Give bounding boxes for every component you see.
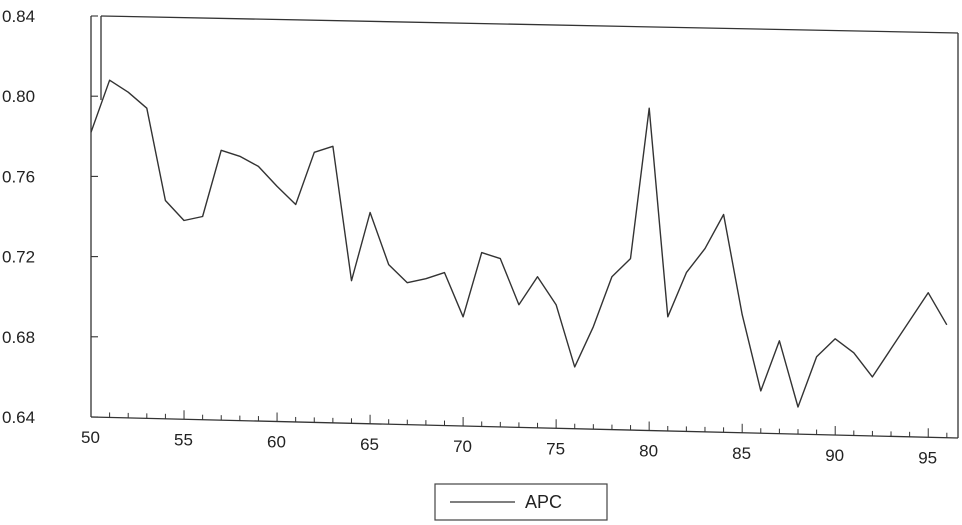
y-tick-label: 0.84 xyxy=(2,7,35,26)
y-axis: 0.64 0.68 0.72 0.76 0.80 0.84 xyxy=(2,7,98,427)
x-tick-label: 85 xyxy=(732,444,751,463)
x-tick-label: 65 xyxy=(360,435,379,454)
x-tick-label: 50 xyxy=(81,428,100,447)
x-tick-label: 55 xyxy=(174,430,193,449)
x-tick-label: 80 xyxy=(639,442,658,461)
y-tick-label: 0.76 xyxy=(2,167,35,186)
x-axis: 50 55 60 65 70 75 80 85 90 95 xyxy=(81,408,948,467)
x-tick-label: 70 xyxy=(453,437,472,456)
y-tick-label: 0.68 xyxy=(2,328,35,347)
x-tick-label: 60 xyxy=(267,433,286,452)
y-tick-label: 0.64 xyxy=(2,408,35,427)
x-tick-label: 90 xyxy=(825,446,844,465)
series-layer xyxy=(90,79,948,408)
y-tick-label: 0.80 xyxy=(2,87,35,106)
x-axis-line xyxy=(90,416,959,439)
x-tick-label: 95 xyxy=(918,448,937,467)
plot-frame xyxy=(90,15,959,439)
x-tick-label: 75 xyxy=(546,439,565,458)
legend-label-apc: APC xyxy=(525,492,562,512)
series-line-apc xyxy=(90,79,948,408)
y-tick-label: 0.72 xyxy=(2,248,35,267)
plot-top-border xyxy=(100,15,959,34)
legend: APC xyxy=(434,483,608,521)
